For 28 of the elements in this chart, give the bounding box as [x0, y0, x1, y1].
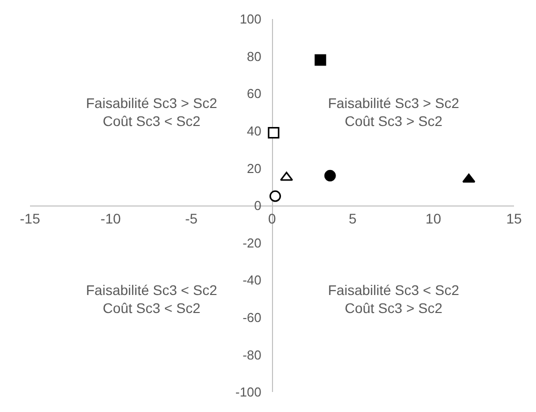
- annotation: Faisabilité Sc3 < Sc2 Coût Sc3 < Sc2: [86, 282, 218, 316]
- point: [268, 127, 280, 139]
- y-tick-label: 20: [246, 160, 262, 176]
- point: [314, 54, 326, 66]
- y-tick-label: -20: [242, 235, 262, 250]
- x-tick-label: -5: [185, 210, 198, 226]
- annotation: Faisabilité Sc3 > Sc2 Coût Sc3 > Sc2: [328, 95, 460, 130]
- x-tick-label: -10: [100, 210, 121, 226]
- point: [462, 174, 476, 183]
- y-tick-label: 100: [240, 12, 262, 27]
- annotation: Faisabilité Sc3 < Sc2 Coût Sc3 > Sc2: [328, 282, 460, 316]
- x-tick-label: 0: [268, 210, 276, 226]
- y-tick-label: -40: [242, 272, 262, 288]
- y-tick-label: 0: [254, 198, 262, 214]
- y-tick-label: -100: [235, 384, 262, 400]
- y-tick-label: 40: [246, 123, 262, 138]
- y-tick-label: 60: [246, 86, 262, 102]
- y-tick-label: -60: [242, 310, 262, 325]
- y-tick-label: -80: [242, 347, 262, 362]
- point: [324, 170, 336, 182]
- point: [269, 190, 281, 202]
- x-tick-label: 5: [348, 210, 357, 226]
- x-tick-label: 15: [506, 210, 522, 226]
- annotation: Faisabilité Sc3 > Sc2 Coût Sc3 < Sc2: [86, 95, 218, 130]
- x-tick-label: 10: [426, 210, 442, 226]
- point: [280, 172, 294, 181]
- x-tick-label: -15: [20, 210, 40, 226]
- y-tick-label: 80: [246, 48, 262, 64]
